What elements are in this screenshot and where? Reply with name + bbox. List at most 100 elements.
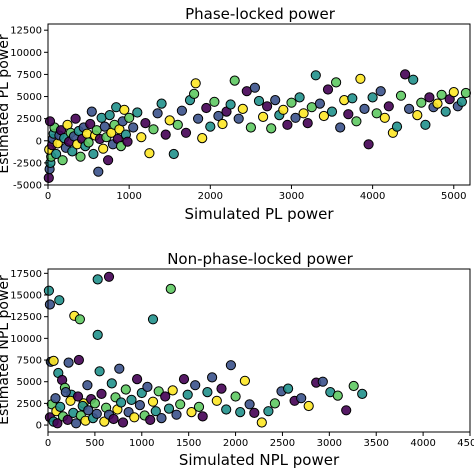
pl-data-point bbox=[391, 121, 403, 132]
pl-data-point bbox=[355, 73, 366, 84]
npl-y-tick-label: 10000 bbox=[10, 334, 42, 345]
npl-x-tick-label: 2500 bbox=[270, 438, 295, 449]
npl-data-point bbox=[129, 412, 140, 423]
npl-x-tick-label: 3500 bbox=[363, 438, 388, 449]
pl-data-point bbox=[286, 97, 297, 108]
pl-x-ticks: 0 1000 2000 3000 4000 5000 bbox=[45, 185, 466, 202]
pl-data-point bbox=[164, 115, 175, 126]
npl-data-point bbox=[94, 366, 105, 377]
npl-x-tick-label: 3000 bbox=[317, 438, 342, 449]
npl-data-point bbox=[147, 314, 159, 325]
pl-x-tick-label: 2000 bbox=[198, 191, 223, 202]
pl-data-point bbox=[363, 139, 374, 150]
pl-data-point bbox=[152, 108, 163, 119]
pl-data-point bbox=[197, 133, 208, 144]
npl-plot-frame bbox=[47, 268, 471, 433]
pl-data-point bbox=[99, 121, 110, 132]
pl-data-point bbox=[190, 78, 201, 89]
pl-data-point bbox=[75, 151, 86, 162]
pl-data-point bbox=[176, 105, 187, 116]
npl-y-tick-label: 17500 bbox=[10, 269, 42, 280]
pl-data-point bbox=[347, 93, 358, 104]
npl-y-tick-label: 2500 bbox=[17, 399, 42, 410]
npl-data-point bbox=[54, 295, 65, 306]
npl-data-point bbox=[165, 283, 176, 294]
pl-data-point bbox=[51, 148, 62, 160]
pl-y-axis-label: Estimated PL power bbox=[0, 34, 12, 173]
pl-data-point bbox=[375, 86, 386, 97]
npl-data-point bbox=[150, 406, 161, 417]
npl-data-point bbox=[108, 413, 119, 425]
npl-data-point bbox=[72, 391, 84, 402]
pl-data-point bbox=[262, 101, 273, 112]
npl-data-point bbox=[193, 401, 205, 412]
pl-data-point bbox=[98, 143, 109, 154]
npl-data-point bbox=[117, 417, 129, 428]
npl-y-tick-label: 12500 bbox=[10, 312, 42, 323]
npl-data-point bbox=[175, 399, 186, 410]
npl-data-point bbox=[269, 398, 280, 409]
pl-data-point bbox=[85, 118, 96, 130]
pl-y-tick-label: 5000 bbox=[17, 92, 42, 103]
pl-data-point bbox=[395, 90, 407, 101]
npl-x-tick-label: 1500 bbox=[176, 438, 201, 449]
pl-data-point bbox=[148, 124, 159, 135]
npl-data-point bbox=[197, 411, 208, 422]
npl-data-point bbox=[73, 354, 85, 366]
pl-data-point bbox=[318, 110, 329, 122]
pl-data-point bbox=[314, 98, 325, 109]
pl-data-point bbox=[335, 122, 346, 133]
pl-data-point bbox=[172, 119, 183, 130]
pl-data-point bbox=[193, 113, 204, 124]
npl-data-point bbox=[43, 285, 55, 296]
pl-data-point bbox=[205, 121, 216, 132]
pl-data-point bbox=[404, 103, 415, 115]
npl-x-tick-label: 500 bbox=[85, 438, 104, 449]
npl-data-point bbox=[160, 391, 171, 402]
pl-y-tick-label: 7500 bbox=[17, 70, 42, 81]
npl-data-point bbox=[55, 401, 66, 412]
pl-data-point bbox=[201, 102, 212, 114]
pl-data-point bbox=[249, 82, 260, 93]
npl-data-point bbox=[142, 381, 153, 392]
pl-data-point bbox=[93, 166, 104, 177]
npl-x-tick-label: 0 bbox=[45, 438, 51, 449]
npl-data-point bbox=[132, 374, 143, 385]
npl-data-point bbox=[178, 374, 190, 385]
npl-data-point bbox=[317, 376, 328, 387]
pl-data-point bbox=[420, 119, 431, 130]
npl-data-point bbox=[89, 398, 101, 409]
pl-data-point bbox=[367, 92, 378, 103]
pl-data-point bbox=[136, 132, 147, 143]
npl-data-point bbox=[332, 390, 343, 401]
pl-data-point bbox=[83, 137, 94, 148]
npl-data-point bbox=[134, 400, 145, 411]
pl-y-tick-label: -5000 bbox=[13, 181, 42, 192]
pl-x-tick-label: 1000 bbox=[116, 191, 141, 202]
npl-data-point bbox=[156, 413, 167, 424]
pl-data-point bbox=[209, 96, 220, 107]
pl-plot-frame bbox=[47, 23, 471, 186]
npl-data-point bbox=[235, 407, 246, 418]
pl-data-point bbox=[70, 113, 81, 124]
npl-data-point bbox=[92, 329, 103, 340]
pl-data-point bbox=[103, 155, 114, 166]
pl-x-tick-label: 4000 bbox=[360, 191, 385, 202]
npl-data-point bbox=[225, 360, 236, 371]
npl-data-point bbox=[182, 389, 193, 400]
pl-y-tick-label: -2500 bbox=[13, 158, 42, 169]
pl-data-point bbox=[326, 106, 338, 117]
pl-data-point bbox=[424, 92, 435, 103]
pl-chart: Phase-locked power 0 1000 2000 3000 4000 5000… bbox=[0, 5, 471, 223]
pl-data-point bbox=[436, 89, 447, 100]
pl-data-point bbox=[43, 172, 54, 183]
pl-data-point bbox=[416, 97, 427, 108]
pl-data-point bbox=[448, 87, 459, 98]
npl-data-point bbox=[153, 386, 164, 397]
pl-data-point bbox=[282, 119, 293, 130]
npl-data-point bbox=[114, 363, 125, 374]
pl-x-axis-label: Simulated PL power bbox=[184, 205, 334, 223]
npl-y-tick-label: 5000 bbox=[17, 377, 42, 388]
pl-data-point bbox=[245, 122, 256, 133]
npl-data-point bbox=[283, 383, 294, 394]
